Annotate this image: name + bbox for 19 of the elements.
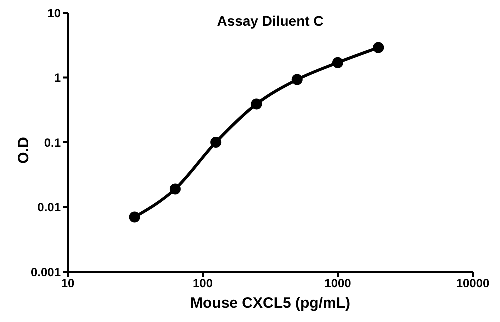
y-tick-label: 0.1 — [44, 136, 62, 150]
x-tick-label: 10000 — [456, 276, 490, 291]
point — [373, 42, 384, 54]
y-tick-label: 0.01 — [38, 200, 62, 215]
point — [170, 184, 181, 195]
point — [251, 98, 262, 110]
point — [332, 57, 344, 68]
x-tick-label: 100 — [192, 276, 214, 291]
point — [210, 137, 222, 148]
x-tick-label: 1000 — [324, 276, 352, 291]
x-axis-title: Mouse CXCL5 (pg/mL) — [190, 295, 352, 312]
chart-title: Assay Diluent C — [216, 13, 325, 29]
point — [292, 74, 303, 86]
y-axis-title: O.D — [16, 136, 32, 166]
y-tick-label: 0.001 — [30, 265, 62, 280]
y-tick-label: 10 — [48, 6, 62, 20]
point — [129, 212, 140, 223]
x-tick-label: 10 — [61, 276, 75, 291]
y-tick-label: 1 — [54, 71, 62, 86]
